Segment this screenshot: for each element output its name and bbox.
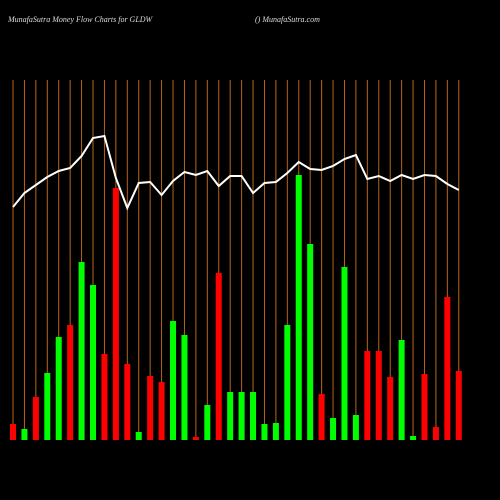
bar <box>307 244 314 440</box>
bar <box>398 340 405 440</box>
bar <box>135 432 142 440</box>
bar <box>158 382 165 440</box>
bar <box>410 436 417 440</box>
bar <box>444 297 451 440</box>
bar <box>44 373 51 440</box>
bar <box>284 325 291 440</box>
bar <box>21 429 28 440</box>
bar <box>78 262 85 440</box>
bar <box>272 423 279 440</box>
line <box>12 134 460 211</box>
bar <box>261 424 268 440</box>
chart-title: MunafaSutra Money Flow Charts for GLDW <box>7 15 154 24</box>
bar <box>341 267 348 440</box>
bar <box>432 427 439 440</box>
bar <box>10 424 16 440</box>
bar <box>170 321 177 440</box>
bar <box>147 376 154 440</box>
bar <box>330 418 337 440</box>
bar <box>192 437 199 440</box>
bar <box>421 374 428 440</box>
bar <box>67 325 74 440</box>
bar <box>227 392 234 440</box>
bar <box>295 175 302 440</box>
bar <box>204 405 211 440</box>
bar <box>124 364 131 440</box>
bar <box>352 415 359 440</box>
bar <box>101 354 108 440</box>
bar <box>455 371 462 440</box>
bar <box>364 351 371 440</box>
bar <box>215 273 222 440</box>
chart-subtitle: () MunafaSutra.com <box>255 15 320 24</box>
bar <box>181 335 188 440</box>
bar <box>250 392 257 440</box>
bar <box>32 397 39 440</box>
bar <box>55 337 62 440</box>
bar <box>318 394 325 440</box>
bar <box>387 377 394 440</box>
bar <box>90 285 97 440</box>
bar <box>375 351 382 440</box>
bar <box>238 392 245 440</box>
bar <box>112 188 119 440</box>
